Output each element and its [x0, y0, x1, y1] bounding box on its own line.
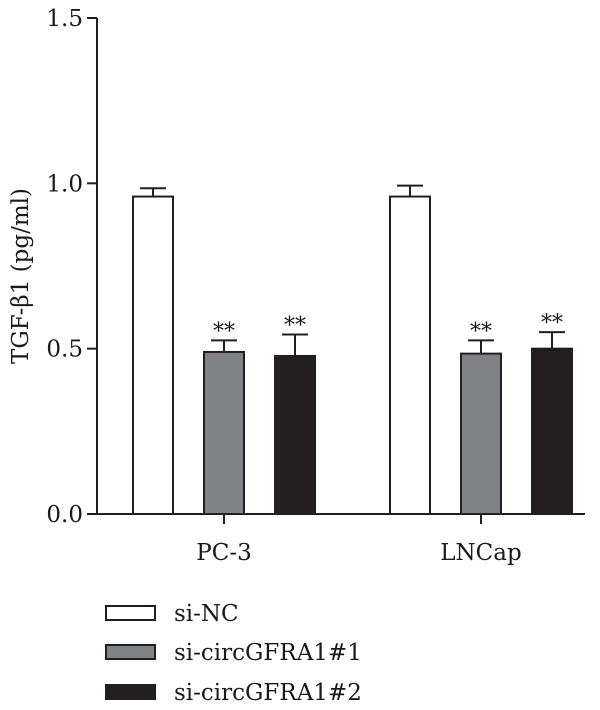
bar — [389, 195, 431, 515]
bars-layer: ** ** ** ** — [132, 184, 573, 516]
bar — [531, 347, 573, 515]
x-tick-label: LNCap — [440, 540, 521, 566]
y-axis: 0.0 0.5 1.0 1.5 — [46, 6, 98, 528]
x-tick-label: PC-3 — [196, 540, 251, 566]
significance-marker: ** — [541, 311, 563, 336]
legend-swatch — [105, 605, 156, 621]
bar — [132, 195, 174, 515]
significance-marker: ** — [284, 313, 306, 338]
bar — [274, 354, 316, 516]
legend-swatch — [105, 684, 156, 700]
legend-label: si-circGFRA1#1 — [174, 640, 362, 666]
x-axis: PC-3 LNCap — [97, 513, 585, 566]
y-tick-label: 0.5 — [46, 337, 83, 363]
significance-marker: ** — [470, 319, 492, 344]
y-tick-label: 1.0 — [46, 171, 83, 197]
y-tick-label: 1.5 — [46, 6, 83, 32]
bar — [460, 352, 502, 516]
legend-label: si-NC — [174, 601, 239, 627]
bar — [203, 350, 245, 515]
y-tick-label: 0.0 — [46, 502, 83, 528]
significance-marker: ** — [213, 319, 235, 344]
y-axis-title: TGF-β1 (pg/ml) — [8, 188, 34, 364]
legend-label: si-circGFRA1#2 — [174, 680, 362, 706]
legend-swatch — [105, 644, 156, 660]
legend: si-NC si-circGFRA1#1 si-circGFRA1#2 — [105, 601, 362, 706]
